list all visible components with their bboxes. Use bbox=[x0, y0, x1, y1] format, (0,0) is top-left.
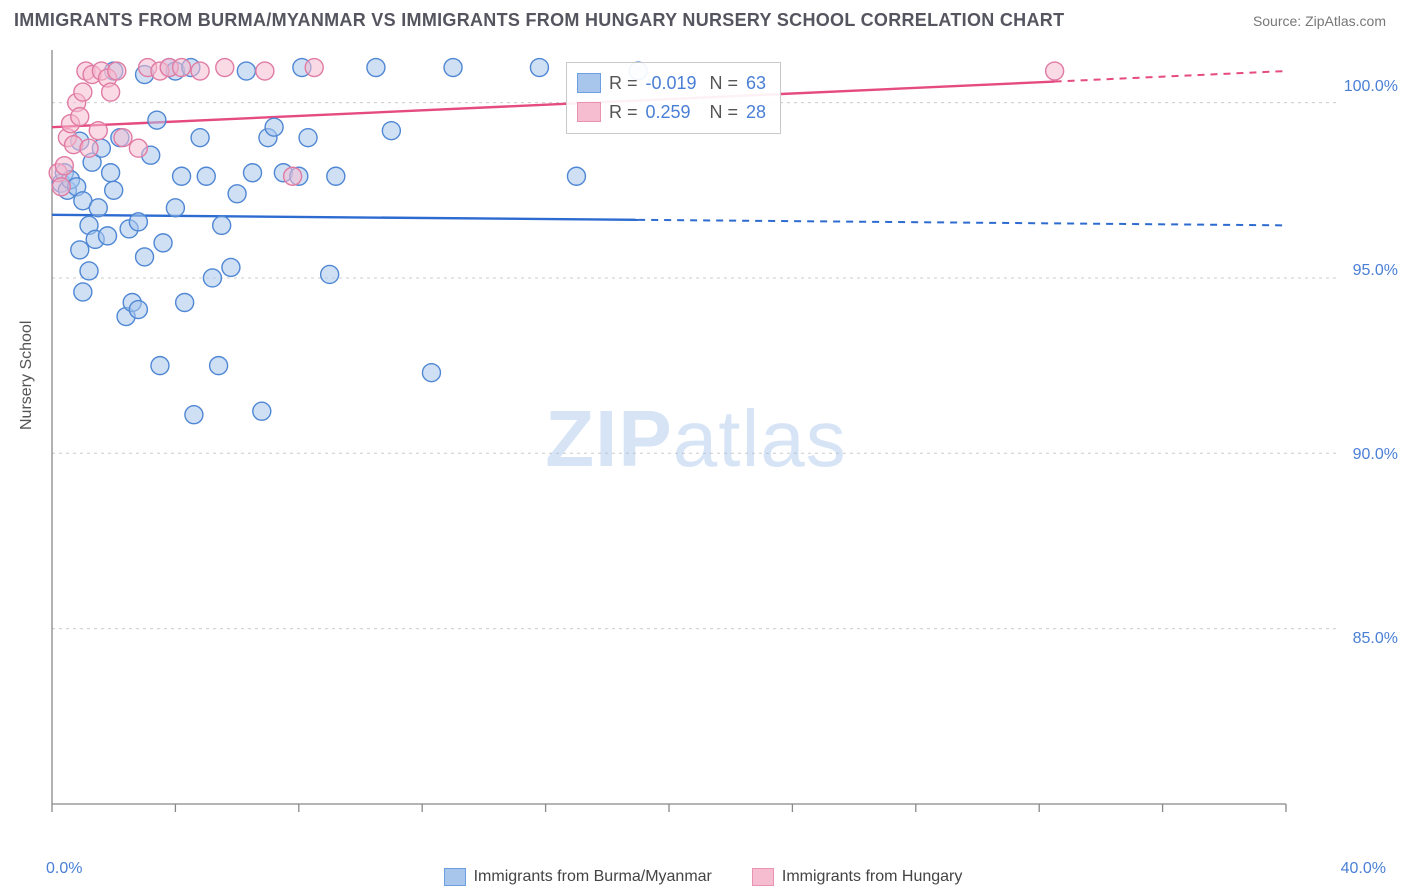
swatch-icon bbox=[577, 102, 601, 122]
legend-label: Immigrants from Hungary bbox=[782, 868, 963, 886]
y-tick-label: 90.0% bbox=[1353, 446, 1398, 464]
chart-title: IMMIGRANTS FROM BURMA/MYANMAR VS IMMIGRA… bbox=[14, 10, 1064, 31]
n-label: N = bbox=[710, 69, 739, 98]
bottom-legend: Immigrants from Burma/Myanmar Immigrants… bbox=[0, 868, 1406, 886]
r-label: R = bbox=[609, 98, 638, 127]
legend-item: Immigrants from Hungary bbox=[752, 868, 963, 886]
legend-label: Immigrants from Burma/Myanmar bbox=[474, 868, 712, 886]
y-tick-label: 85.0% bbox=[1353, 630, 1398, 648]
plot-area: ZIPatlas R = -0.019 N = 63 R = 0.259 N =… bbox=[46, 44, 1346, 834]
y-tick-label: 100.0% bbox=[1344, 78, 1398, 96]
scatter-svg bbox=[46, 44, 1346, 834]
swatch-icon bbox=[577, 73, 601, 93]
swatch-icon bbox=[752, 868, 774, 886]
header: IMMIGRANTS FROM BURMA/MYANMAR VS IMMIGRA… bbox=[0, 0, 1406, 35]
r-value: 0.259 bbox=[646, 98, 702, 127]
y-axis-label: Nursery School bbox=[18, 321, 36, 430]
stats-box: R = -0.019 N = 63 R = 0.259 N = 28 bbox=[566, 62, 781, 134]
r-value: -0.019 bbox=[646, 69, 702, 98]
swatch-icon bbox=[444, 868, 466, 886]
legend-item: Immigrants from Burma/Myanmar bbox=[444, 868, 712, 886]
stats-row: R = 0.259 N = 28 bbox=[577, 98, 766, 127]
n-value: 63 bbox=[746, 69, 766, 98]
stats-row: R = -0.019 N = 63 bbox=[577, 69, 766, 98]
source-label: Source: ZipAtlas.com bbox=[1253, 13, 1386, 29]
n-label: N = bbox=[710, 98, 739, 127]
r-label: R = bbox=[609, 69, 638, 98]
n-value: 28 bbox=[746, 98, 766, 127]
y-tick-label: 95.0% bbox=[1353, 262, 1398, 280]
